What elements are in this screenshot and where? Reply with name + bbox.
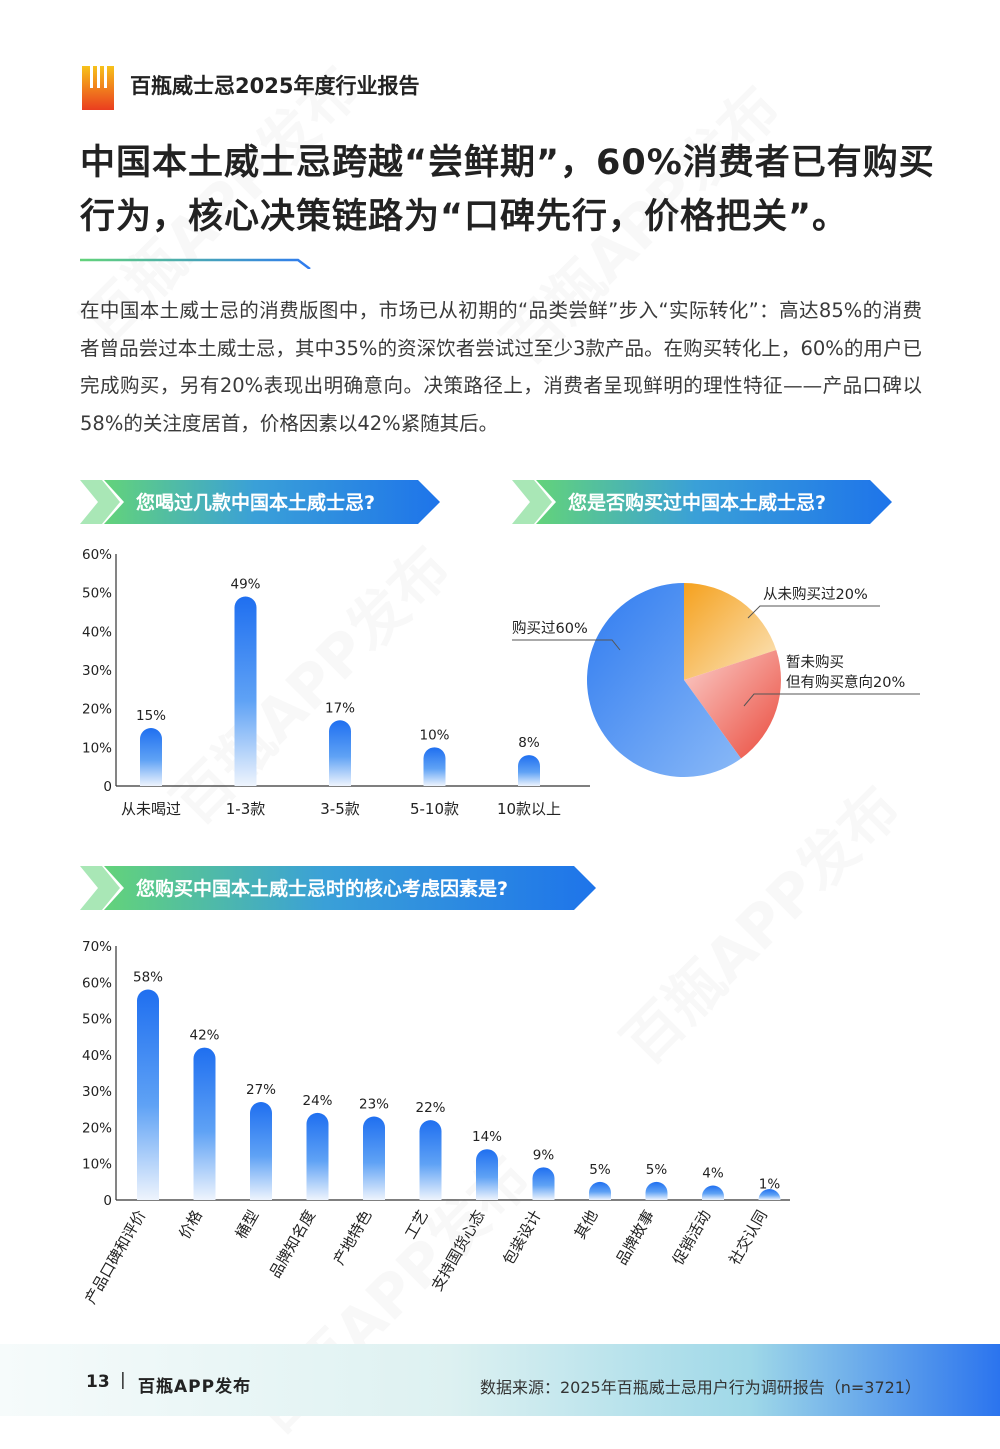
category-label: 品牌知名度	[266, 1207, 319, 1281]
data-label: 22%	[415, 1100, 445, 1116]
y-tick-label: 50%	[82, 586, 112, 602]
category-label: 产地特色	[330, 1207, 376, 1268]
bar	[250, 1102, 272, 1200]
category-label: 支持国货心态	[428, 1207, 489, 1294]
footer-separator: |	[120, 1370, 126, 1390]
category-label: 3-5款	[320, 800, 360, 818]
data-label: 14%	[472, 1129, 502, 1145]
category-label: 桶型	[232, 1207, 263, 1242]
section-title-q1: 您喝过几款中国本土威士忌?	[136, 492, 376, 514]
leader-line	[743, 693, 920, 707]
data-label: 8%	[518, 735, 540, 751]
y-tick-label: 10%	[82, 740, 112, 756]
bar	[306, 1112, 329, 1200]
y-tick-label: 50%	[82, 1012, 112, 1028]
bar	[589, 1181, 611, 1200]
data-label: 58%	[133, 970, 163, 986]
bar	[140, 728, 162, 786]
category-label: 1-3款	[226, 800, 266, 818]
section-banner-q1: 您喝过几款中国本土威士忌?	[80, 480, 440, 524]
y-tick-label: 70%	[82, 939, 112, 955]
data-label: 42%	[189, 1028, 219, 1044]
y-tick-label: 30%	[82, 1084, 112, 1100]
y-tick-label: 20%	[82, 1120, 112, 1136]
bar	[423, 747, 446, 786]
y-tick-label: 60%	[82, 547, 112, 563]
bar	[532, 1167, 555, 1200]
bar	[137, 989, 159, 1200]
data-label: 5%	[646, 1162, 668, 1178]
section-title-q2: 您是否购买过中国本土威士忌?	[568, 492, 827, 514]
pie-slice	[587, 583, 742, 777]
data-label: 17%	[325, 700, 355, 716]
data-label: 9%	[533, 1147, 555, 1163]
data-label: 1%	[759, 1176, 781, 1192]
publisher: 百瓶APP发布	[138, 1377, 252, 1397]
category-label: 社交认同	[725, 1207, 771, 1268]
category-label: 包装设计	[499, 1207, 545, 1268]
data-label: 49%	[230, 577, 260, 593]
category-label: 其他	[571, 1207, 602, 1242]
data-label: 5%	[589, 1162, 611, 1178]
bar	[645, 1181, 668, 1200]
data-label: 4%	[702, 1165, 724, 1181]
data-label: 27%	[246, 1082, 276, 1098]
report-title: 百瓶威士忌2025年度行业报告	[130, 74, 420, 98]
category-label: 产品口碑和评价	[81, 1207, 149, 1307]
pie-slice	[684, 583, 777, 680]
y-tick-label: 20%	[82, 702, 112, 718]
pie-label: 但有购买意向20%	[786, 673, 905, 691]
leader-line	[512, 639, 621, 651]
y-tick-label: 60%	[82, 975, 112, 991]
data-label: 24%	[302, 1093, 332, 1109]
category-label: 10款以上	[497, 800, 561, 818]
bar	[363, 1116, 385, 1200]
pie-label: 购买过60%	[512, 620, 588, 637]
headline-line-1: 中国本土威士忌跨越“尝鲜期”，60%消费者已有购买	[80, 143, 935, 183]
section-title-q3: 您购买中国本土威士忌时的核心考虑因素是?	[136, 878, 509, 900]
bar	[419, 1120, 442, 1200]
body-paragraph: 在中国本土威士忌的消费版图中，市场已从初期的“品类尝鲜”步入“实际转化”：高达8…	[80, 299, 922, 435]
y-tick-label: 0	[103, 1193, 112, 1209]
watermark: 百瓶APP发布	[159, 533, 464, 838]
section-divider	[80, 254, 922, 270]
bar	[329, 720, 351, 786]
y-tick-label: 0	[103, 779, 112, 795]
category-label: 5-10款	[410, 800, 459, 818]
category-label: 价格	[175, 1207, 206, 1242]
bar	[234, 596, 257, 786]
footer-bar	[0, 1344, 1000, 1416]
y-tick-label: 30%	[82, 663, 112, 679]
category-label: 促销活动	[669, 1207, 715, 1268]
pie-label: 暂未购买	[786, 654, 844, 671]
pie-slice	[684, 650, 781, 759]
data-source: 数据来源：2025年百瓶威士忌用户行为调研报告（n=3721）	[480, 1378, 921, 1397]
data-label: 15%	[136, 708, 166, 724]
y-tick-label: 10%	[82, 1157, 112, 1173]
bar	[476, 1149, 498, 1200]
pie-label: 从未购买过20%	[763, 586, 868, 603]
bar	[518, 755, 540, 786]
headline-line-2: 行为，核心决策链路为“口碑先行，价格把关”。	[80, 197, 849, 237]
bar	[702, 1185, 724, 1200]
section-banner-q2: 您是否购买过中国本土威士忌?	[512, 480, 892, 524]
y-tick-label: 40%	[82, 1048, 112, 1064]
y-tick-label: 40%	[82, 624, 112, 640]
page-number: 13	[86, 1372, 110, 1392]
report-logo	[82, 66, 114, 110]
section-banner-q3: 您购买中国本土威士忌时的核心考虑因素是?	[80, 866, 596, 910]
category-label: 品牌故事	[612, 1207, 658, 1268]
category-label: 工艺	[401, 1207, 432, 1242]
bar	[758, 1189, 781, 1200]
bar	[193, 1047, 216, 1200]
headline: 中国本土威士忌跨越“尝鲜期”，60%消费者已有购买 行为，核心决策链路为“口碑先…	[80, 136, 940, 244]
watermark: 百瓶APP发布	[609, 773, 914, 1078]
category-label: 从未喝过	[121, 800, 181, 818]
data-label: 10%	[419, 727, 449, 743]
leader-line	[747, 605, 880, 619]
data-label: 23%	[359, 1097, 389, 1113]
